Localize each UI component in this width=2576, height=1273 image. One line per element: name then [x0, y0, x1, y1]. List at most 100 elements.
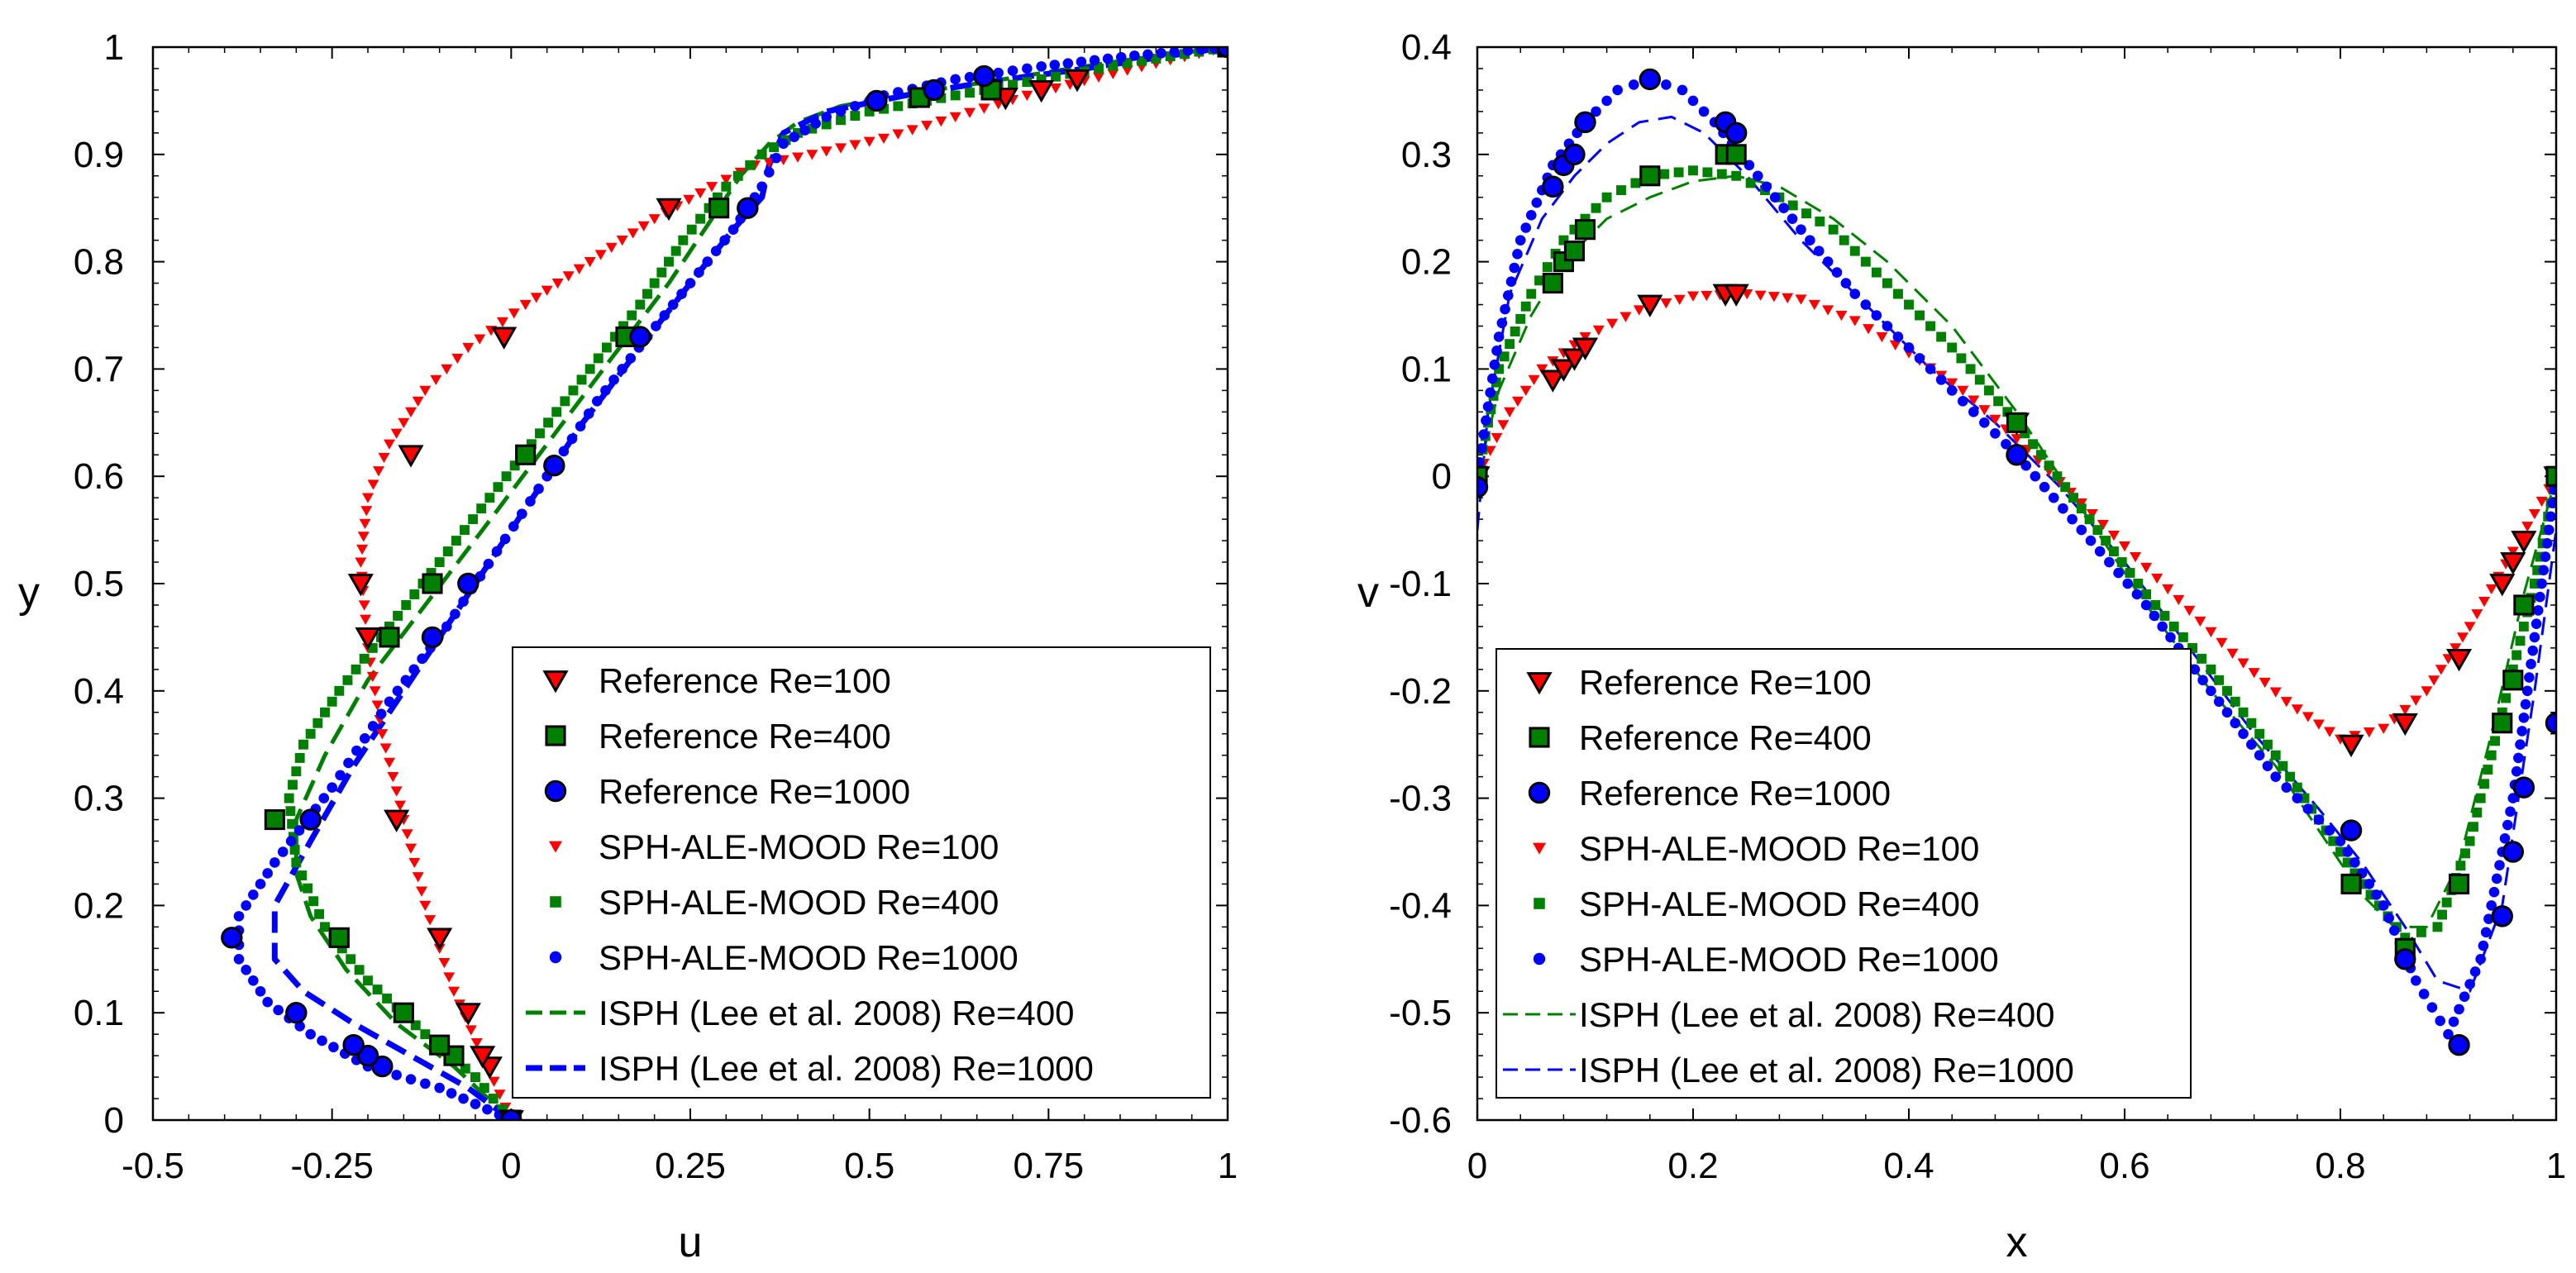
data-point	[676, 288, 687, 299]
y-tick-label: 0.9	[74, 135, 124, 175]
data-point	[1122, 58, 1133, 69]
data-point	[1716, 169, 1727, 179]
data-point	[2535, 551, 2545, 562]
data-point	[2206, 664, 2216, 675]
data-point	[1822, 305, 1834, 316]
data-point	[720, 174, 732, 185]
data-point	[2030, 470, 2041, 482]
data-point	[525, 496, 536, 507]
data-point	[850, 101, 861, 112]
data-point	[1542, 262, 1553, 273]
legend-item: ISPH (Lee et al. 2008) Re=400	[526, 994, 1075, 1032]
data-point	[416, 886, 427, 897]
data-point	[465, 1025, 477, 1036]
data-point	[327, 782, 337, 793]
data-point	[320, 922, 330, 932]
data-point	[635, 299, 646, 310]
data-point	[479, 1083, 489, 1094]
data-point	[1505, 276, 1517, 288]
data-point	[1022, 63, 1033, 74]
data-point	[2178, 632, 2188, 642]
data-point	[1477, 465, 1488, 487]
data-point	[1787, 213, 1798, 224]
data-point	[2076, 503, 2087, 514]
data-point	[2511, 765, 2522, 777]
data-point	[2371, 889, 2382, 900]
data-point	[2483, 765, 2493, 775]
data-point	[583, 408, 594, 419]
y-tick-label: 0.2	[1401, 242, 1452, 283]
legend-symbol	[549, 841, 562, 853]
data-point	[560, 396, 570, 407]
data-point	[2312, 719, 2325, 730]
data-point	[756, 149, 767, 160]
data-point	[1563, 143, 1586, 166]
data-point	[277, 846, 289, 857]
data-point	[2058, 503, 2068, 514]
data-point	[2416, 927, 2426, 937]
data-point	[342, 1033, 365, 1056]
data-point	[2486, 900, 2497, 911]
data-point	[2410, 695, 2422, 706]
data-point	[317, 1035, 327, 1047]
legend-label: SPH-ALE-MOOD Re=400	[599, 883, 999, 922]
data-point	[745, 160, 756, 170]
data-point	[2140, 599, 2152, 611]
data-point	[1572, 337, 1599, 360]
data-point	[1882, 278, 1892, 288]
data-point	[2187, 642, 2197, 653]
data-point	[778, 138, 789, 150]
data-point	[1978, 405, 1991, 416]
data-point	[371, 1055, 394, 1078]
data-point	[1687, 95, 1699, 107]
data-point	[764, 167, 775, 178]
data-point	[2475, 954, 2486, 965]
data-point	[474, 334, 486, 345]
data-point	[390, 786, 403, 797]
y-tick-label: -0.2	[1389, 671, 1452, 712]
data-point	[686, 224, 697, 235]
data-point	[434, 557, 445, 567]
y-tick-label: 1	[104, 27, 124, 68]
data-point	[342, 675, 353, 685]
data-point	[1936, 331, 1947, 342]
data-point	[2538, 565, 2550, 576]
data-point	[727, 224, 739, 235]
data-point	[1525, 210, 1537, 221]
data-point	[1828, 224, 1839, 235]
data-point	[410, 1020, 421, 1031]
data-point	[1637, 294, 1663, 317]
data-point	[2364, 879, 2375, 889]
data-point	[756, 181, 767, 193]
data-point	[1628, 79, 1639, 90]
data-point	[483, 558, 494, 570]
x-tick-label: 1	[1218, 1146, 1238, 1186]
data-point	[1860, 299, 1872, 310]
data-point	[1968, 407, 1979, 417]
data-point	[2544, 524, 2555, 536]
x-axis-label: u	[679, 1218, 703, 1266]
data-point	[1542, 273, 1563, 294]
data-point	[1849, 246, 1860, 256]
x-tick-label: 1	[2546, 1146, 2566, 1186]
data-point	[367, 642, 378, 653]
data-point	[535, 428, 545, 439]
data-point	[2499, 832, 2511, 844]
data-point	[1702, 167, 1713, 178]
data-point	[1008, 79, 1018, 90]
data-point	[484, 493, 495, 503]
data-point	[2335, 846, 2345, 857]
data-point	[2464, 836, 2475, 846]
data-point	[2109, 546, 2119, 557]
data-point	[1947, 342, 1958, 353]
data-point	[508, 521, 519, 532]
data-point	[422, 573, 443, 594]
data-point	[2418, 989, 2430, 999]
x-tick-label: 0	[501, 1146, 521, 1186]
y-tick-label: -0.1	[1389, 564, 1452, 604]
data-point	[1904, 299, 1914, 310]
data-point	[2299, 793, 2310, 803]
data-point	[2524, 672, 2535, 683]
data-point	[2342, 846, 2353, 857]
data-point	[737, 197, 759, 219]
